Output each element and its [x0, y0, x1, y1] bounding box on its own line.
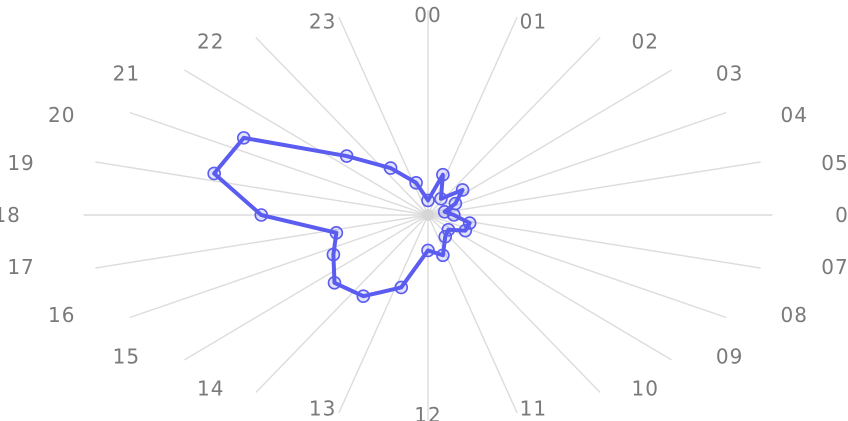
spoke-05 [427, 161, 761, 216]
axis-label-13: 13 [309, 396, 336, 420]
data-point-20 [236, 131, 251, 145]
spoke-07 [427, 214, 761, 269]
data-point-18 [254, 208, 269, 222]
data-point-19 [207, 166, 221, 181]
data-point-10 [438, 229, 453, 244]
data-point-15 [327, 275, 342, 290]
spoke-15 [184, 214, 429, 361]
axis-label-22: 22 [197, 30, 224, 54]
data-point-02 [434, 191, 448, 206]
data-point-06 [447, 208, 461, 222]
spoke-22 [255, 36, 429, 216]
data-point-23 [409, 175, 423, 190]
axis-label-07: 07 [821, 255, 848, 279]
axis-label-06: 06 [835, 203, 848, 227]
axis-label-15: 15 [113, 344, 140, 368]
data-point-16 [326, 247, 341, 262]
axis-label-09: 09 [716, 344, 743, 368]
axis-label-04: 04 [781, 103, 808, 127]
spoke-11 [427, 214, 518, 414]
axis-label-08: 08 [781, 303, 808, 327]
axis-label-01: 01 [520, 10, 547, 34]
axis-label-17: 17 [7, 255, 34, 279]
axis-label-00: 00 [414, 3, 441, 27]
radar-spokes [83, 10, 773, 420]
data-point-17 [329, 226, 344, 240]
spoke-20 [129, 111, 429, 216]
radar-axis-labels: 00 01 02 03 04 05 06 07 08 09 10 11 12 13 14 15 16 17 18 19… [0, 3, 848, 421]
data-point-08 [458, 223, 473, 238]
axis-label-05: 05 [821, 151, 848, 175]
axis-label-23: 23 [309, 10, 336, 34]
spoke-16 [129, 214, 429, 319]
data-point-13 [394, 280, 409, 295]
data-point-14 [356, 289, 371, 304]
spoke-17 [95, 214, 429, 269]
spoke-21 [184, 69, 429, 216]
axis-label-14: 14 [197, 376, 224, 400]
axis-label-02: 02 [632, 30, 659, 54]
spoke-19 [95, 161, 429, 216]
data-point-03 [455, 183, 470, 197]
data-point-04 [448, 196, 463, 211]
spoke-09 [427, 214, 672, 361]
radar-center [422, 209, 434, 221]
axis-label-03: 03 [716, 62, 743, 86]
spoke-02 [427, 36, 601, 216]
data-point-22 [383, 161, 398, 175]
data-point-00 [421, 193, 435, 208]
data-point-09 [441, 222, 456, 237]
spoke-08 [427, 214, 727, 319]
axis-label-18: 18 [0, 203, 21, 227]
data-point-11 [436, 248, 450, 263]
data-point-01 [436, 167, 450, 182]
series-line [212, 135, 472, 299]
axis-label-10: 10 [632, 376, 659, 400]
data-point-12 [421, 243, 435, 258]
axis-label-12: 12 [414, 403, 441, 421]
spoke-14 [255, 214, 429, 394]
axis-label-11: 11 [520, 396, 547, 420]
spoke-10 [427, 214, 601, 394]
axis-label-19: 19 [7, 151, 34, 175]
axis-label-16: 16 [48, 303, 75, 327]
spoke-13 [338, 214, 429, 414]
axis-label-20: 20 [48, 103, 75, 127]
axis-label-21: 21 [113, 62, 140, 86]
radar-series [207, 131, 477, 304]
spoke-04 [427, 111, 727, 216]
data-point-07 [462, 216, 477, 230]
data-point-21 [339, 149, 354, 163]
